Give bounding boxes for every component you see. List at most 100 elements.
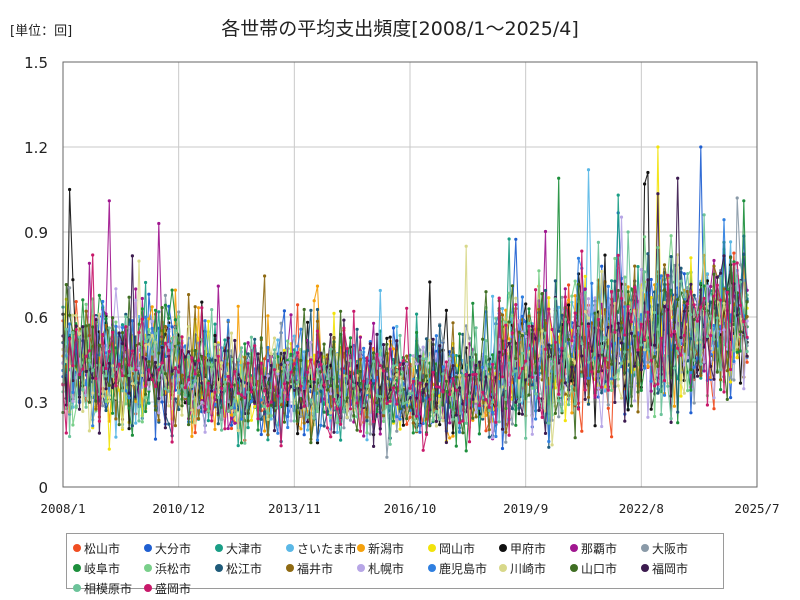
data-point <box>613 400 617 404</box>
data-point <box>626 408 630 412</box>
data-point <box>282 382 286 386</box>
data-point <box>71 364 75 368</box>
data-point <box>329 392 333 396</box>
series-20 <box>61 249 749 452</box>
data-point <box>355 415 359 419</box>
data-point <box>147 335 151 339</box>
data-point <box>580 429 584 433</box>
legend-marker <box>286 564 294 572</box>
data-point <box>375 393 379 397</box>
data-point <box>494 420 498 424</box>
series-17 <box>61 255 749 445</box>
data-point <box>187 293 191 297</box>
data-point <box>163 426 167 430</box>
data-point <box>474 326 478 330</box>
data-point <box>226 336 230 340</box>
data-point <box>203 430 207 434</box>
data-point <box>514 237 518 241</box>
data-point <box>200 306 204 310</box>
data-point <box>543 288 548 293</box>
data-point <box>659 336 663 340</box>
data-point <box>286 358 290 362</box>
data-point <box>458 421 462 425</box>
data-point <box>289 370 293 374</box>
data-point <box>689 388 693 392</box>
data-point <box>504 320 508 324</box>
data-point <box>153 384 158 388</box>
data-point <box>309 340 313 344</box>
data-point <box>643 182 647 186</box>
data-point <box>352 414 356 418</box>
data-point <box>593 393 597 397</box>
legend-label: 札幌市 <box>368 561 405 576</box>
data-point <box>104 323 108 328</box>
data-point <box>504 430 508 434</box>
data-point <box>570 294 574 298</box>
data-point <box>391 386 396 390</box>
data-point <box>431 337 435 341</box>
data-point <box>84 302 88 306</box>
data-point <box>593 352 597 356</box>
data-point <box>444 440 448 445</box>
data-point <box>68 337 72 341</box>
data-point <box>411 431 415 435</box>
series-line <box>62 251 748 451</box>
data-point <box>722 287 726 291</box>
legend-marker <box>499 564 507 572</box>
data-point <box>312 377 316 381</box>
data-point <box>487 428 491 432</box>
data-point <box>339 422 343 426</box>
data-point <box>629 404 634 408</box>
data-point <box>358 335 362 339</box>
data-point <box>500 313 505 317</box>
data-point <box>540 415 544 419</box>
data-point <box>712 323 716 328</box>
data-point <box>636 348 640 352</box>
data-point <box>553 340 558 344</box>
data-point <box>220 361 224 365</box>
data-point <box>610 290 614 294</box>
data-point <box>256 417 260 421</box>
data-point <box>619 396 624 400</box>
data-point <box>672 366 677 370</box>
data-point <box>97 293 101 297</box>
data-point <box>150 378 154 382</box>
data-point <box>563 287 567 291</box>
data-point <box>372 351 376 355</box>
data-point <box>306 420 310 424</box>
data-point <box>114 324 118 328</box>
data-point <box>735 196 739 200</box>
data-point <box>682 272 686 276</box>
data-point <box>484 403 488 407</box>
data-point <box>702 345 706 349</box>
data-point <box>576 326 581 330</box>
data-point <box>391 357 396 362</box>
data-point <box>167 323 171 327</box>
data-point <box>656 145 660 149</box>
data-point <box>190 356 194 360</box>
data-point <box>481 390 485 394</box>
data-point <box>187 378 191 382</box>
data-point <box>586 297 591 301</box>
data-point <box>355 401 359 405</box>
data-point <box>497 420 501 424</box>
data-point <box>705 334 710 339</box>
data-point <box>458 386 462 390</box>
data-point <box>147 292 151 296</box>
data-point <box>246 341 250 345</box>
data-point <box>491 353 495 357</box>
data-point <box>196 416 201 421</box>
data-point <box>315 441 320 445</box>
legend-marker <box>428 544 436 552</box>
data-point <box>124 374 128 378</box>
data-point <box>709 314 713 318</box>
data-point <box>586 360 591 364</box>
data-point <box>649 407 653 411</box>
data-point <box>590 321 594 325</box>
data-point <box>216 343 220 347</box>
data-point <box>375 332 379 336</box>
data-point <box>362 404 366 408</box>
data-point <box>107 447 111 451</box>
data-point <box>421 448 425 452</box>
data-point <box>117 362 121 366</box>
